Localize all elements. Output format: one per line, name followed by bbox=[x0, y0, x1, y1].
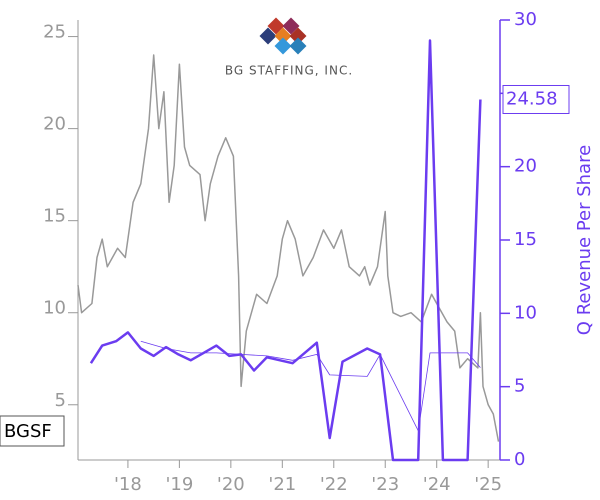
y2-tick-label: 5 bbox=[514, 376, 525, 397]
x-tick-label: '24 bbox=[423, 474, 451, 495]
series-line bbox=[89, 39, 482, 462]
y2-tick-label: 30 bbox=[514, 9, 537, 30]
y-tick-label: 10 bbox=[43, 298, 66, 319]
series-line bbox=[140, 340, 481, 432]
value-label: 24.58 bbox=[506, 88, 558, 109]
y2-tick-label: 15 bbox=[514, 229, 537, 250]
y2-tick-label: 10 bbox=[514, 302, 537, 323]
x-tick-label: '22 bbox=[320, 474, 348, 495]
y-tick-label: 15 bbox=[43, 206, 66, 227]
logo-tile bbox=[289, 37, 307, 55]
value-label-box bbox=[502, 84, 570, 114]
y-tick-label: 5 bbox=[55, 390, 66, 411]
x-tick-label: '23 bbox=[371, 474, 399, 495]
logo-text: BG STAFFING, INC. bbox=[225, 64, 353, 78]
x-tick-label: '21 bbox=[268, 474, 296, 495]
x-tick-label: '18 bbox=[114, 474, 142, 495]
y2-axis-label: Q Revenue Per Share bbox=[574, 145, 595, 335]
ticker-box bbox=[0, 415, 65, 447]
y-tick-label: 25 bbox=[43, 22, 66, 43]
logo: BG STAFFING, INC. bbox=[225, 17, 353, 78]
series-line bbox=[77, 54, 500, 442]
y-tick-label: 20 bbox=[43, 114, 66, 135]
y2-tick-label: 20 bbox=[514, 156, 537, 177]
x-tick-label: '19 bbox=[165, 474, 193, 495]
x-tick-label: '20 bbox=[217, 474, 245, 495]
y2-tick-label: 0 bbox=[514, 449, 525, 470]
logo-tile bbox=[274, 37, 292, 55]
ticker-label: BGSF bbox=[4, 421, 52, 442]
x-tick-label: '25 bbox=[474, 474, 502, 495]
